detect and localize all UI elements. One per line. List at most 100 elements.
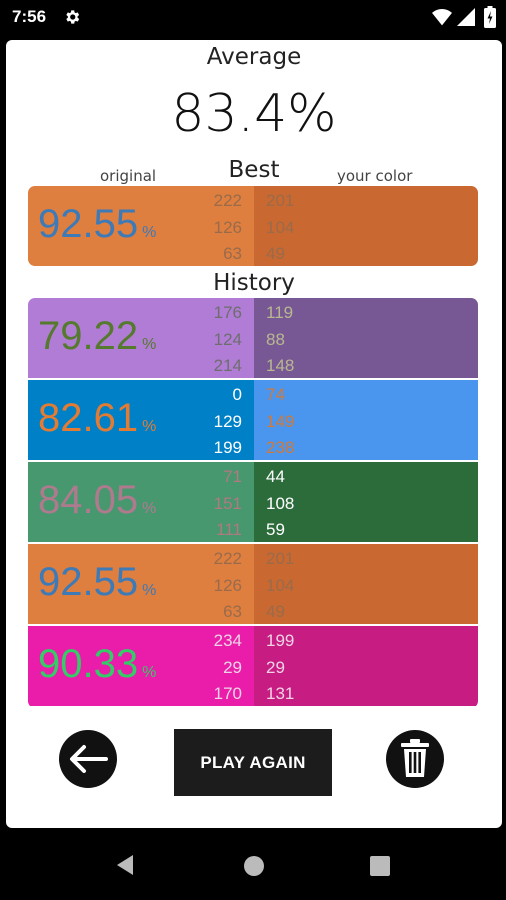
- your-red: 74: [266, 385, 285, 404]
- original-blue: 199: [213, 438, 242, 457]
- nav-recent-icon[interactable]: [370, 856, 390, 876]
- average-value: 83.4%: [171, 84, 337, 144]
- percent-sign: %: [142, 224, 157, 241]
- status-time: 7:56: [12, 7, 47, 26]
- original-green: 29: [223, 657, 242, 677]
- trash-icon: [401, 739, 429, 777]
- match-percent: 84.05%: [38, 478, 156, 523]
- history-row: 92.55% 222 126 63 201 104 49: [28, 544, 478, 624]
- original-rgb: 0 129 199: [214, 382, 242, 460]
- best-your-blue: 49: [266, 244, 285, 263]
- your-red: 44: [266, 467, 285, 486]
- best-title: Best: [228, 157, 280, 183]
- original-swatch: 82.61% 0 129 199: [28, 380, 254, 460]
- your-green: 149: [266, 411, 295, 431]
- original-rgb: 71 151 111: [214, 464, 242, 542]
- match-percent-value: 92.55: [38, 560, 139, 604]
- original-red: 0: [232, 385, 242, 404]
- match-percent-value: 82.61: [38, 396, 139, 440]
- original-blue: 170: [213, 684, 242, 703]
- match-percent-value: 84.05: [38, 478, 139, 522]
- best-your-green: 104: [266, 217, 295, 237]
- your-blue: 238: [266, 438, 295, 457]
- original-column-label: original: [100, 167, 157, 185]
- original-blue: 214: [213, 356, 242, 375]
- original-green: 124: [213, 329, 242, 349]
- original-green: 129: [213, 411, 242, 431]
- original-swatch: 92.55% 222 126 63: [28, 544, 254, 624]
- your-swatch: 44 108 59: [254, 462, 478, 542]
- best-original-red: 222: [213, 191, 242, 210]
- your-rgb: 199 29 131: [266, 628, 294, 706]
- average-title: Average: [206, 44, 302, 70]
- best-percent-value: 92.55: [38, 202, 139, 246]
- percent-sign: %: [142, 664, 157, 681]
- your-swatch: 201 104 49: [254, 544, 478, 624]
- your-red: 199: [266, 631, 295, 650]
- nav-home-icon[interactable]: [243, 855, 265, 877]
- play-again-button[interactable]: PLAY AGAIN: [174, 729, 332, 796]
- your-green: 88: [266, 329, 285, 349]
- battery-icon: [484, 6, 496, 28]
- your-rgb: 119 88 148: [266, 300, 294, 378]
- navigation-bar: [0, 832, 506, 900]
- original-swatch: 90.33% 234 29 170: [28, 626, 254, 706]
- original-green: 151: [213, 493, 242, 513]
- original-swatch: 79.22% 176 124 214: [28, 298, 254, 378]
- match-percent: 90.33%: [38, 642, 156, 687]
- your-color-column-label: your color: [337, 167, 413, 185]
- original-red: 234: [213, 631, 242, 650]
- original-rgb: 234 29 170: [214, 628, 242, 706]
- original-rgb: 176 124 214: [214, 300, 242, 378]
- your-green: 108: [266, 493, 295, 513]
- history-row: 90.33% 234 29 170 199 29 131: [28, 626, 478, 706]
- original-rgb: 222 126 63: [214, 546, 242, 624]
- best-your-swatch: 201 104 49: [254, 186, 478, 266]
- back-button[interactable]: [59, 730, 117, 788]
- original-swatch: 84.05% 71 151 111: [28, 462, 254, 542]
- match-percent: 79.22%: [38, 314, 156, 359]
- best-original-rgb: 222 126 63: [214, 188, 242, 266]
- match-percent: 92.55%: [38, 560, 156, 605]
- your-swatch: 199 29 131: [254, 626, 478, 706]
- your-blue: 148: [266, 356, 295, 375]
- arrow-left-icon: [70, 745, 108, 773]
- history-title: History: [213, 270, 295, 296]
- history-row: 84.05% 71 151 111 44 108 59: [28, 462, 478, 542]
- delete-history-button[interactable]: [386, 730, 444, 788]
- nav-back-icon[interactable]: [115, 854, 135, 876]
- best-your-rgb: 201 104 49: [266, 188, 294, 266]
- percent-sign: %: [142, 582, 157, 599]
- your-rgb: 74 149 238: [266, 382, 294, 460]
- your-rgb: 201 104 49: [266, 546, 294, 624]
- percent-sign: %: [142, 500, 157, 517]
- your-blue: 131: [266, 684, 295, 703]
- percent-sign: %: [142, 418, 157, 435]
- percent-sign: %: [142, 336, 157, 353]
- original-red: 176: [213, 303, 242, 322]
- original-red: 222: [213, 549, 242, 568]
- history-row: 82.61% 0 129 199 74 149 238: [28, 380, 478, 460]
- wifi-icon: [432, 9, 452, 26]
- original-green: 126: [213, 575, 242, 595]
- best-your-red: 201: [266, 191, 295, 210]
- your-swatch: 74 149 238: [254, 380, 478, 460]
- your-blue: 49: [266, 602, 285, 621]
- your-blue: 59: [266, 520, 285, 539]
- your-green: 104: [266, 575, 295, 595]
- match-percent-value: 90.33: [38, 642, 139, 686]
- your-green: 29: [266, 657, 285, 677]
- history-row: 79.22% 176 124 214 119 88 148: [28, 298, 478, 378]
- your-red: 201: [266, 549, 295, 568]
- match-percent: 82.61%: [38, 396, 156, 441]
- best-percent: 92.55%: [38, 202, 156, 247]
- best-original-swatch: 92.55% 222 126 63: [28, 186, 254, 266]
- best-original-green: 126: [213, 217, 242, 237]
- best-original-blue: 63: [223, 244, 242, 263]
- history-list: 79.22% 176 124 214 119 88 148 82.61% 0: [28, 298, 478, 708]
- original-red: 71: [223, 467, 242, 486]
- original-blue: 111: [216, 520, 242, 539]
- best-row: 92.55% 222 126 63 201 104 49: [28, 186, 478, 266]
- your-swatch: 119 88 148: [254, 298, 478, 378]
- your-rgb: 44 108 59: [266, 464, 294, 542]
